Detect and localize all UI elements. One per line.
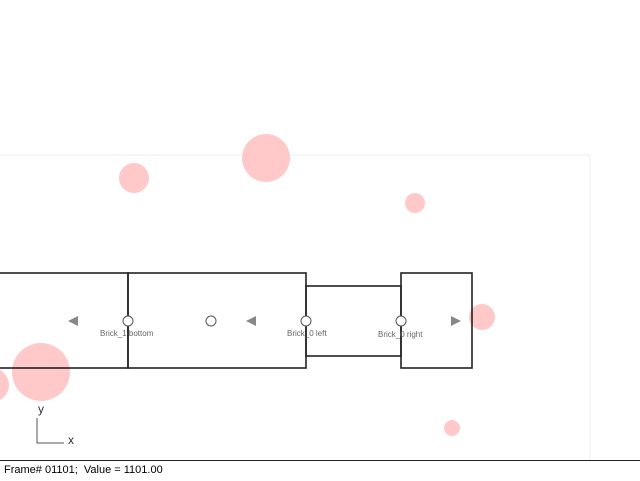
left-arrow-icon: [68, 316, 78, 326]
joint-center[interactable]: [205, 315, 217, 327]
label-brick-0-left: Brick_0 left: [287, 329, 327, 338]
axis-indicator: y x: [36, 402, 74, 447]
arrow-layer: [68, 316, 461, 326]
joint-brick-1-bottom[interactable]: [122, 315, 134, 327]
label-brick-1-bottom: Brick_1 bottom: [100, 329, 154, 338]
axis-lines: [36, 418, 64, 444]
label-brick-0-right: Brick_0 right: [378, 330, 423, 339]
brick-0-link[interactable]: [305, 285, 402, 357]
brick-2[interactable]: [127, 272, 307, 369]
bubble: [242, 134, 290, 182]
bubble: [444, 420, 460, 436]
right-arrow-icon: [451, 316, 461, 326]
joint-brick-0-right[interactable]: [395, 315, 407, 327]
axis-x-label: x: [68, 433, 74, 447]
bubble: [405, 193, 425, 213]
bubble: [469, 304, 495, 330]
left-arrow-icon: [246, 316, 256, 326]
panel-outline: [0, 154, 591, 480]
bubble: [12, 343, 70, 401]
joint-brick-0-left[interactable]: [300, 315, 312, 327]
axis-y-label: y: [38, 402, 44, 416]
status-bar: Frame# 01101; Value = 1101.00: [0, 460, 640, 481]
joint-layer: [122, 315, 407, 327]
brick-0[interactable]: [400, 272, 473, 369]
status-text: Frame# 01101; Value = 1101.00: [4, 464, 163, 476]
bubble-layer: [0, 134, 495, 480]
bubble: [0, 370, 9, 400]
bubble: [119, 163, 149, 193]
